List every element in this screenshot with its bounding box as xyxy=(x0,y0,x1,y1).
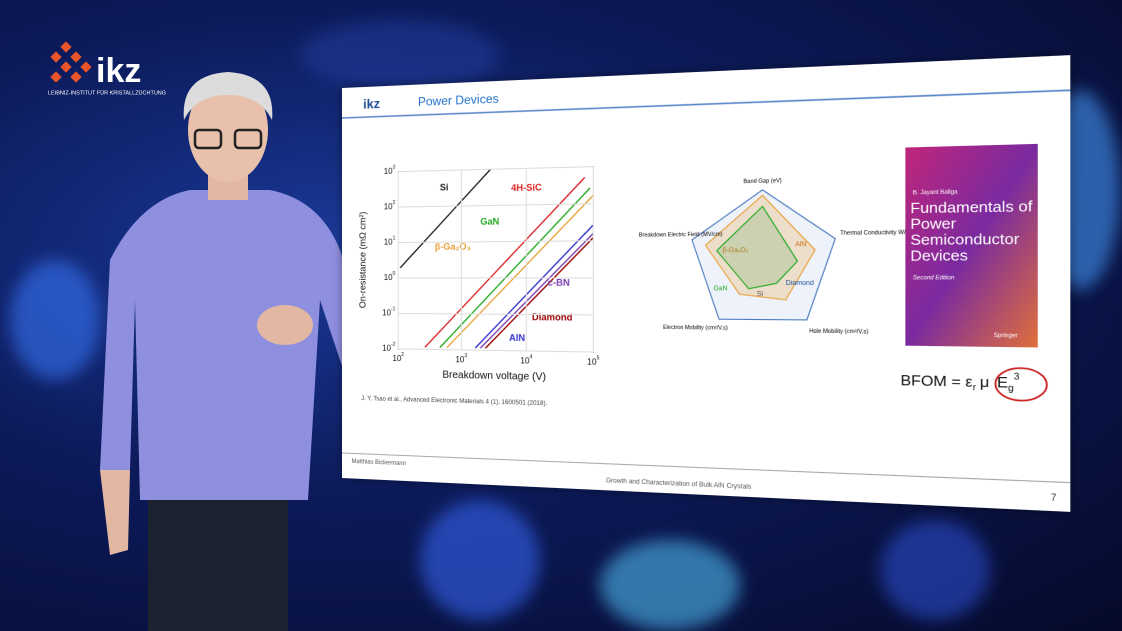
radar-label: Si xyxy=(757,292,763,299)
tick-exp: 3 xyxy=(464,353,467,359)
tick-label: 102 xyxy=(392,352,404,363)
tick-base: 10 xyxy=(384,202,393,211)
material-label: Si xyxy=(440,182,449,193)
tick-base: 10 xyxy=(455,355,465,365)
material-label: c-BN xyxy=(548,277,570,288)
tick-base: 10 xyxy=(384,237,393,246)
tick-base: 10 xyxy=(587,357,597,367)
tick-exp: 4 xyxy=(530,354,533,360)
bokeh xyxy=(880,520,990,620)
tick-label: 10-1 xyxy=(382,306,395,317)
tick-label: 102 xyxy=(384,200,396,211)
head xyxy=(188,78,268,182)
tick-label: 103 xyxy=(455,353,467,364)
footer-author: Matthias Bickermann xyxy=(352,459,406,468)
slide-title: Power Devices xyxy=(418,92,499,109)
book-publisher: Springer xyxy=(994,332,1019,339)
glasses xyxy=(233,128,263,150)
footer-talk: Growth and Characterization of Bulk AlN … xyxy=(606,478,751,491)
slide-canvas: ikz Power Devices Si 4H-SiC GaN β-Ga₂O₃ … xyxy=(342,55,1070,503)
material-label: Diamond xyxy=(532,312,573,323)
presenter xyxy=(100,72,380,631)
formula: BFOM = εr μ Eg3 xyxy=(900,369,1019,393)
bokeh xyxy=(10,260,100,380)
tick-label: 104 xyxy=(520,354,532,366)
slide-logo: ikz xyxy=(363,96,380,112)
formula-part: g xyxy=(1008,383,1014,394)
material-label: AlN xyxy=(509,332,525,343)
formula-part: μ xyxy=(980,373,989,391)
radar-chart: Band Gap (eV) Thermal Conductivity W/cm.… xyxy=(639,178,921,336)
material-label: β-Ga₂O₃ xyxy=(435,241,471,252)
tick-base: 10 xyxy=(382,344,391,353)
formula-part: r xyxy=(973,382,977,393)
tick-exp: -2 xyxy=(391,342,396,348)
book-edition: Second Edition xyxy=(913,275,955,282)
bokeh xyxy=(420,500,540,620)
radar-outline xyxy=(692,188,835,320)
logo-subtitle: LEIBNIZ-INSTITUT FÜR KRISTALLZÜCHTUNG xyxy=(48,89,166,96)
radar-axis-label: Band Gap (eV) xyxy=(743,178,782,186)
plot-frame xyxy=(398,167,593,352)
radar-label: GaN xyxy=(713,286,727,293)
radar-label: AlN xyxy=(795,242,806,249)
tick-label: 101 xyxy=(384,236,396,247)
tick-label: 10-2 xyxy=(382,342,395,353)
tick-base: 10 xyxy=(382,308,391,317)
radar-axis-label: Hole Mobility (cm²/V.s) xyxy=(809,328,869,335)
tick-exp: 0 xyxy=(393,271,396,277)
plot: Si 4H-SiC GaN β-Ga₂O₃ c-BN Diamond AlN B… xyxy=(358,159,600,384)
tick-label: 103 xyxy=(384,165,396,176)
shirt xyxy=(100,190,380,500)
book-author: B. Jayant Baliga xyxy=(913,189,958,197)
radar-label: Diamond xyxy=(786,281,814,288)
tick-exp: 3 xyxy=(393,165,396,171)
tick-base: 10 xyxy=(520,356,530,366)
radar-axis-label: Breakdown Electric Field (MV/cm) xyxy=(639,231,723,238)
formula-part: E xyxy=(997,374,1008,392)
tick-exp: 5 xyxy=(597,356,600,363)
y-axis-label: On-resistance (mΩ cm²) xyxy=(358,211,368,308)
tick-label: 105 xyxy=(587,355,600,367)
slide: ikz Power Devices Si 4H-SiC GaN β-Ga₂O₃ … xyxy=(342,55,1071,512)
tick-base: 10 xyxy=(392,354,401,363)
material-label: GaN xyxy=(480,216,499,227)
trousers xyxy=(148,490,288,631)
radar-label: β-Ga₂O₃ xyxy=(722,248,749,255)
footer-rule xyxy=(342,453,1070,483)
tick-exp: 2 xyxy=(393,200,396,206)
citation: J. Y. Tsao et al., Advanced Electronic M… xyxy=(361,396,548,407)
tick-exp: 2 xyxy=(401,352,404,358)
tick-label: 100 xyxy=(384,271,396,282)
tick-base: 10 xyxy=(384,273,393,282)
x-axis-label: Breakdown voltage (V) xyxy=(442,370,546,384)
radar-axis-label: Thermal Conductivity W/cm.K xyxy=(840,229,921,237)
tick-exp: 1 xyxy=(393,236,396,242)
formula-part: BFOM = ε xyxy=(900,372,973,391)
ikz-logo: ikz LEIBNIZ-INSTITUT FÜR KRISTALLZÜCHTUN… xyxy=(48,41,166,96)
tick-exp: -1 xyxy=(391,307,396,313)
bokeh xyxy=(300,20,500,90)
hair xyxy=(183,72,273,120)
radar-axis-label: Electron Mobility (cm²/V.s) xyxy=(663,324,728,331)
tick-base: 10 xyxy=(384,167,393,177)
page-number: 7 xyxy=(1051,492,1057,503)
logo-name: ikz xyxy=(96,52,141,90)
hand xyxy=(257,305,313,345)
hand xyxy=(100,470,130,555)
formula-part: 3 xyxy=(1014,371,1020,382)
book-title-box: Fundamentals of Power Semiconductor Devi… xyxy=(910,198,1033,265)
glasses xyxy=(193,128,223,150)
bokeh xyxy=(600,540,740,630)
material-label: 4H-SiC xyxy=(511,182,542,193)
book-title: Fundamentals of Power Semiconductor Devi… xyxy=(910,198,1033,265)
